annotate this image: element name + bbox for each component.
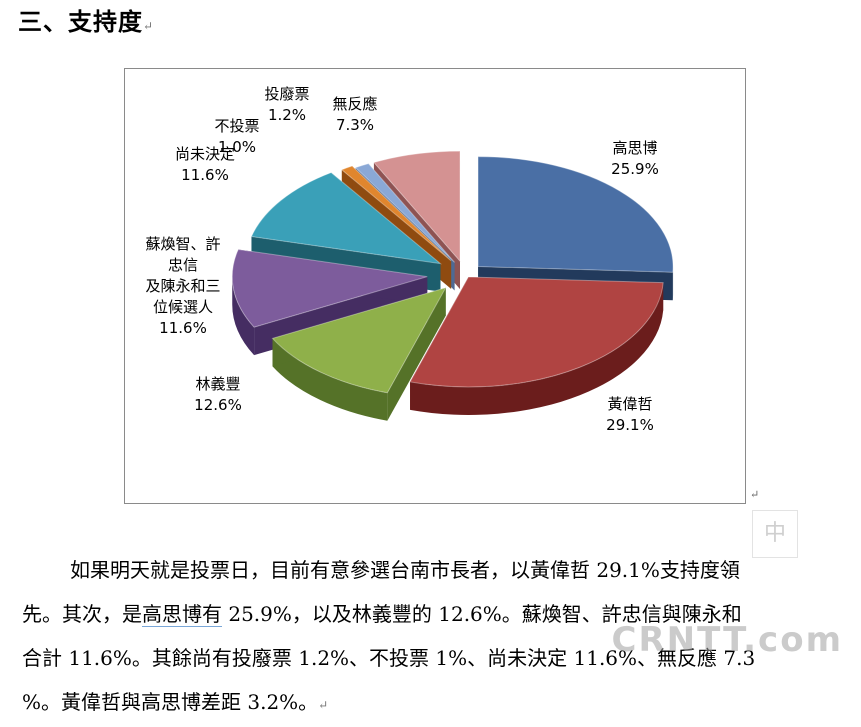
pie-label: 11.6% bbox=[181, 166, 229, 184]
pie-label: 12.6% bbox=[194, 396, 242, 414]
pie-label: 黃偉哲 bbox=[607, 395, 652, 413]
paragraph-mark: ↵ bbox=[750, 488, 759, 501]
pie-label: 29.1% bbox=[606, 416, 654, 434]
pie-label: 及陳永和三 bbox=[145, 277, 220, 295]
pie-label: 無反應 bbox=[332, 95, 377, 113]
paragraph-line-1: 如果明天就是投票日，目前有意參選台南市長者，以黃偉哲 29.1%支持度領 bbox=[22, 548, 852, 592]
pie-label: 蘇煥智、許 bbox=[145, 235, 220, 253]
pie-label: 忠信 bbox=[168, 256, 198, 274]
section-heading: 三、支持度↵ bbox=[18, 2, 154, 37]
pie-label: 林義豐 bbox=[195, 375, 240, 393]
pie-label: 7.3% bbox=[336, 116, 374, 134]
pie-label: 高思博 bbox=[612, 139, 657, 157]
pie-chart-svg: 高思博 25.9% 黃偉哲 29.1% 林義豐 12.6% 蘇煥智、許忠信及陳永和三位候選人… bbox=[125, 69, 745, 503]
pie-label: 不投票 bbox=[214, 117, 259, 135]
pie-slice bbox=[410, 277, 663, 387]
pie-label: 25.9% bbox=[611, 160, 659, 178]
pie-label: 投廢票 bbox=[264, 85, 309, 103]
underlined-text: 高思博有 bbox=[142, 602, 222, 627]
paragraph-line-4: %。黃偉哲與高思博差距 3.2%。↵ bbox=[22, 680, 852, 727]
pie-label: 位候選人 bbox=[153, 298, 213, 316]
line2-start: 先。其次，是 bbox=[22, 602, 142, 626]
pie-label: 11.6% bbox=[159, 319, 207, 337]
pie-label: 1.2% bbox=[268, 106, 306, 124]
pie-chart: 高思博 25.9% 黃偉哲 29.1% 林義豐 12.6% 蘇煥智、許忠信及陳永和三位候選人… bbox=[124, 68, 746, 504]
pie-label: 1.0% bbox=[218, 138, 256, 156]
watermark-text: CRNTT.com bbox=[612, 620, 843, 660]
